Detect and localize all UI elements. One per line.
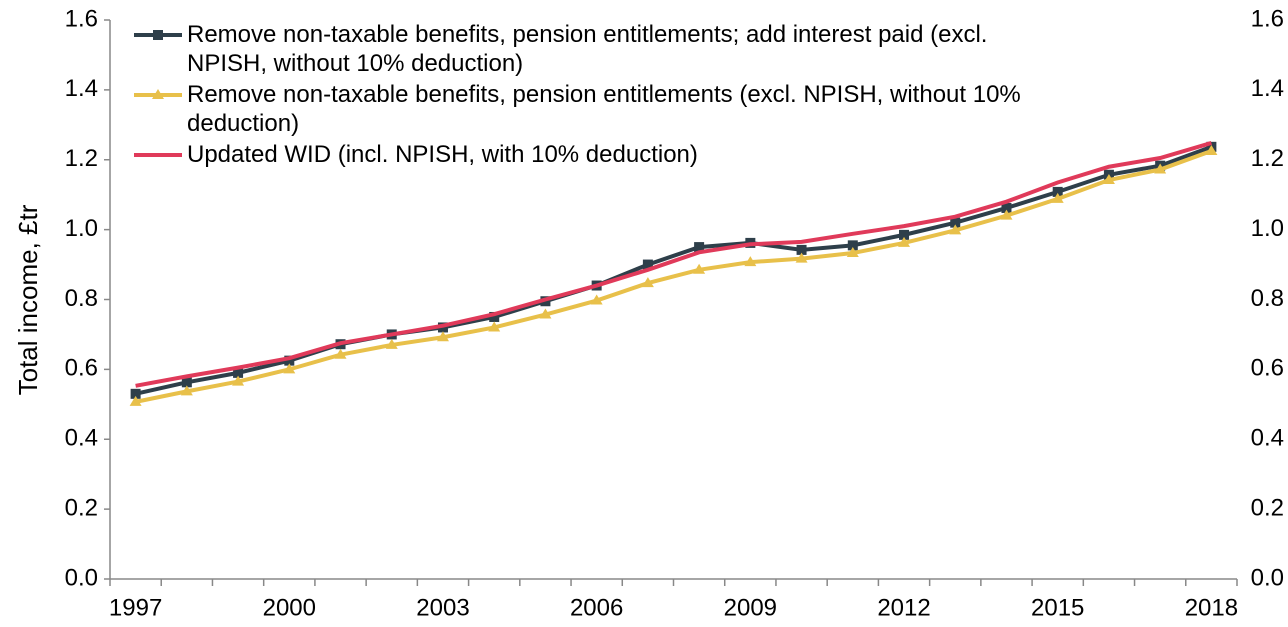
series bbox=[130, 141, 1217, 399]
x-tick-label: 2006 bbox=[570, 594, 623, 621]
y2-tick-label: 1.0 bbox=[1251, 215, 1284, 242]
x-tick-label: 2000 bbox=[263, 594, 316, 621]
line bbox=[135, 141, 1212, 388]
point bbox=[232, 375, 245, 386]
point bbox=[694, 242, 705, 253]
point bbox=[129, 395, 142, 406]
point bbox=[899, 229, 910, 240]
point bbox=[233, 367, 244, 378]
y2-tick-label: 0.6 bbox=[1251, 355, 1284, 382]
legend-entry: Updated WID (incl. NPISH, with 10% deduc… bbox=[130, 140, 1037, 169]
legend-entry: Remove non-taxable benefits, pension ent… bbox=[130, 20, 1037, 78]
y-tick-label: 0.8 bbox=[65, 285, 98, 312]
point bbox=[1052, 186, 1063, 197]
point bbox=[488, 321, 501, 332]
point bbox=[1102, 174, 1115, 185]
legend: Remove non-taxable benefits, pension ent… bbox=[130, 20, 1030, 171]
y-tick-label: 0.6 bbox=[65, 355, 98, 382]
y-tick-label: 1.2 bbox=[65, 145, 98, 172]
point bbox=[181, 377, 192, 388]
x-tick-label: 2009 bbox=[724, 594, 777, 621]
legend-swatch bbox=[134, 89, 182, 99]
point bbox=[847, 240, 858, 251]
point bbox=[949, 224, 962, 235]
legend-marker bbox=[152, 89, 164, 99]
y2-tick-label: 1.6 bbox=[1251, 5, 1284, 32]
point bbox=[795, 252, 808, 263]
y-tick-label: 0.0 bbox=[65, 564, 98, 591]
point bbox=[898, 236, 911, 247]
point bbox=[642, 259, 653, 270]
legend-swatch bbox=[134, 153, 182, 157]
point bbox=[130, 388, 141, 399]
x-tick-label: 2012 bbox=[877, 594, 930, 621]
point bbox=[1051, 192, 1064, 203]
y-tick-label: 1.4 bbox=[65, 75, 98, 102]
y-tick-label: 0.4 bbox=[65, 425, 98, 452]
y-axis-title: Total income, £tr bbox=[13, 204, 43, 395]
y-tick-label: 1.0 bbox=[65, 215, 98, 242]
legend-label: Remove non-taxable benefits, pension ent… bbox=[187, 21, 988, 77]
y2-tick-label: 0.4 bbox=[1251, 425, 1284, 452]
legend-entry: Remove non-taxable benefits, pension ent… bbox=[130, 80, 1037, 138]
series bbox=[129, 145, 1218, 406]
y2-tick-label: 0.2 bbox=[1251, 494, 1284, 521]
legend-swatch bbox=[134, 30, 182, 40]
point bbox=[1205, 145, 1218, 156]
y-tick-label: 0.2 bbox=[65, 494, 98, 521]
legend-label: Remove non-taxable benefits, pension ent… bbox=[187, 81, 1021, 137]
y2-tick-label: 0.8 bbox=[1251, 285, 1284, 312]
point bbox=[744, 256, 757, 267]
legend-label: Updated WID (incl. NPISH, with 10% deduc… bbox=[187, 141, 698, 168]
point bbox=[950, 217, 961, 228]
y-tick-label: 1.6 bbox=[65, 5, 98, 32]
x-tick-label: 1997 bbox=[109, 594, 162, 621]
point bbox=[1000, 209, 1013, 220]
y2-tick-label: 1.2 bbox=[1251, 145, 1284, 172]
y2-tick-label: 0.0 bbox=[1251, 564, 1284, 591]
point bbox=[489, 311, 500, 322]
point bbox=[1154, 163, 1167, 174]
series bbox=[135, 141, 1212, 388]
x-tick-label: 2003 bbox=[416, 594, 469, 621]
legend-marker bbox=[153, 30, 163, 40]
point bbox=[283, 363, 296, 374]
y2-tick-label: 1.4 bbox=[1251, 75, 1284, 102]
line bbox=[135, 149, 1213, 404]
point bbox=[334, 348, 347, 359]
point bbox=[436, 331, 449, 342]
point bbox=[846, 247, 859, 258]
point bbox=[385, 338, 398, 349]
point bbox=[693, 263, 706, 274]
point bbox=[641, 277, 654, 288]
x-tick-label: 2015 bbox=[1031, 594, 1084, 621]
point bbox=[1001, 202, 1012, 213]
x-tick-label: 2018 bbox=[1185, 594, 1238, 621]
point bbox=[180, 385, 193, 396]
point bbox=[796, 244, 807, 255]
point bbox=[590, 294, 603, 305]
point bbox=[284, 355, 295, 366]
point bbox=[539, 308, 552, 319]
